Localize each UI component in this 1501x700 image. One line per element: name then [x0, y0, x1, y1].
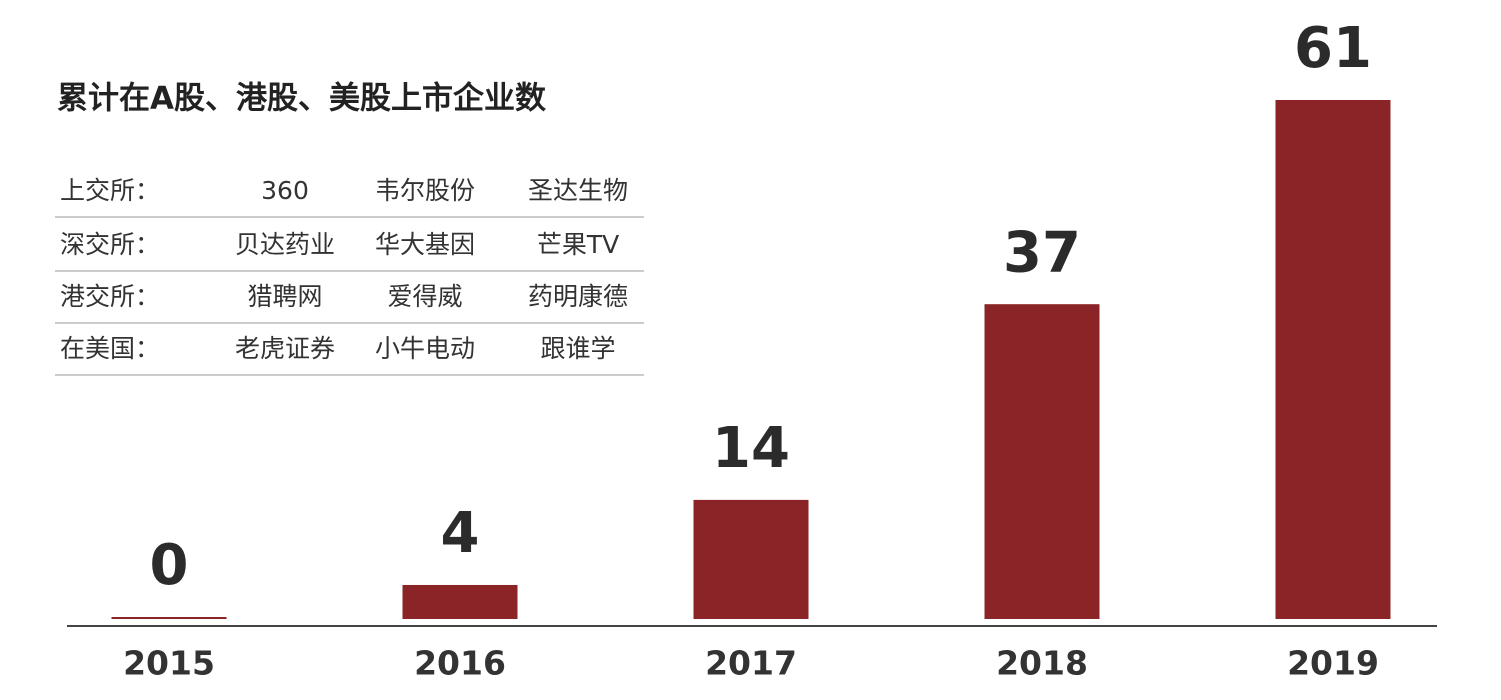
chart-title: 累计在A股、港股、美股上市企业数 [57, 81, 546, 117]
table-cell: 小牛电动 [375, 334, 475, 363]
table-cell: 圣达生物 [528, 176, 628, 205]
x-tick-label: 2017 [705, 644, 797, 683]
x-tick-label: 2019 [1287, 644, 1379, 683]
table-cell: 猎聘网 [247, 282, 322, 311]
value-label: 4 [441, 501, 480, 566]
table-cell: 深交所： [60, 230, 160, 259]
table-cell: 芒果TV [537, 230, 619, 259]
value-label: 14 [712, 416, 790, 481]
table-cell: 在美国： [60, 334, 160, 363]
value-label: 0 [150, 533, 189, 598]
x-tick-label: 2018 [996, 644, 1088, 683]
bar [1275, 100, 1391, 619]
table-cell: 药明康德 [528, 282, 628, 311]
value-label: 37 [1003, 220, 1081, 285]
table-cell: 港交所： [60, 282, 160, 311]
value-label: 61 [1294, 16, 1372, 81]
bar [111, 617, 227, 619]
table-cell: 跟谁学 [540, 334, 615, 363]
bar [402, 584, 518, 619]
x-tick-label: 2015 [123, 644, 215, 683]
table-cell: 韦尔股份 [375, 176, 475, 205]
table-cell: 360 [261, 176, 309, 205]
bar [984, 304, 1100, 619]
table-cell: 爱得威 [387, 282, 462, 311]
x-tick-label: 2016 [414, 644, 506, 683]
table-cell: 华大基因 [375, 230, 475, 259]
bar [693, 499, 809, 619]
table-cell: 贝达药业 [235, 230, 335, 259]
table-cell: 上交所： [60, 176, 160, 205]
table-cell: 老虎证券 [235, 334, 335, 363]
